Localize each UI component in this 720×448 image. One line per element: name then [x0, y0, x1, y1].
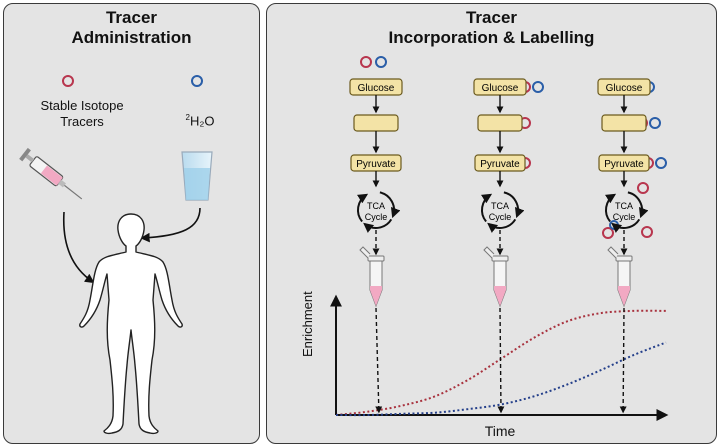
intermediate-box [477, 114, 523, 132]
x-axis-label: Time [484, 423, 516, 439]
intermediate-label-blue-icon [649, 117, 661, 129]
stable-isotope-label-line2: Tracers [60, 114, 104, 129]
tca-cycle-arrow [627, 191, 649, 219]
tca-label-line2: Cycle [489, 212, 512, 222]
intermediate-box [601, 114, 647, 132]
tca-cycle-arrow [356, 193, 369, 223]
glucose-label: Glucose [358, 83, 395, 94]
syringe-to-body-arrow [62, 211, 95, 284]
sample-tube-icon [483, 246, 509, 308]
water-tracer-icon [191, 75, 203, 87]
tca-label-red-icon [641, 226, 653, 238]
incorporation-title-line1: Tracer [465, 8, 518, 27]
pathway-column-1 [360, 56, 387, 68]
administration-title-line1: Tracer [105, 8, 158, 27]
tca-cycle-arrow [487, 218, 517, 233]
sampling-time-arrow [497, 307, 505, 414]
tca-cycle-arrow [611, 218, 641, 233]
enrichment-chart [330, 230, 669, 421]
syringe-icon [19, 147, 83, 200]
pyruvate-label: Pyruvate [480, 159, 520, 170]
stable-isotope-label-line1: Stable Isotope [40, 98, 124, 113]
tca-label-red-icon [602, 227, 614, 239]
water-to-body-arrow [140, 207, 201, 243]
glucose-label-blue-icon [532, 81, 544, 93]
pyruvate-label: Pyruvate [356, 159, 396, 170]
water-glass-icon [181, 151, 213, 201]
pyruvate-label: Pyruvate [604, 159, 644, 170]
sampling-time-arrow [619, 307, 627, 414]
intermediate-box [353, 114, 399, 132]
tca-label-line1: TCA [615, 201, 633, 211]
tca-label-line2: Cycle [613, 212, 636, 222]
incorporation-title: Tracer Incorporation & Labelling [266, 8, 717, 48]
human-body-icon [79, 213, 183, 435]
tca-cycle-arrow [379, 191, 401, 219]
sample-tube-icon [607, 246, 633, 308]
tca-label-line2: Cycle [365, 212, 388, 222]
tca-cycle-arrow [480, 193, 493, 223]
tca-cycle-arrow [503, 191, 525, 219]
stable-isotope-tracer-icon [62, 75, 74, 87]
water-tracer-label: 2H₂O [170, 110, 230, 129]
water-superscript: 2 [185, 113, 190, 122]
administration-title-line2: Administration [71, 28, 192, 47]
tca-label-line1: TCA [491, 201, 509, 211]
y-axis-label: Enrichment [300, 291, 315, 357]
sampling-time-arrow [375, 307, 383, 414]
pyruvate-label-blue-icon [655, 157, 667, 169]
free-water-tracer-icon [375, 56, 387, 68]
stable-isotope-tracers-label: Stable Isotope Tracers [12, 98, 152, 130]
incorporation-title-line2: Incorporation & Labelling [388, 28, 595, 47]
glucose-label: Glucose [482, 83, 519, 94]
water-formula: H₂O [189, 113, 215, 129]
tca-label-red-icon [637, 182, 649, 194]
tca-label-line1: TCA [367, 201, 385, 211]
administration-title: Tracer Administration [3, 8, 260, 48]
free-stable-tracer-icon [360, 56, 372, 68]
sample-tube-icon [359, 246, 385, 308]
tca-cycle-arrow [363, 218, 393, 233]
tca-cycle-arrow [604, 193, 617, 223]
glucose-label: Glucose [606, 83, 643, 94]
